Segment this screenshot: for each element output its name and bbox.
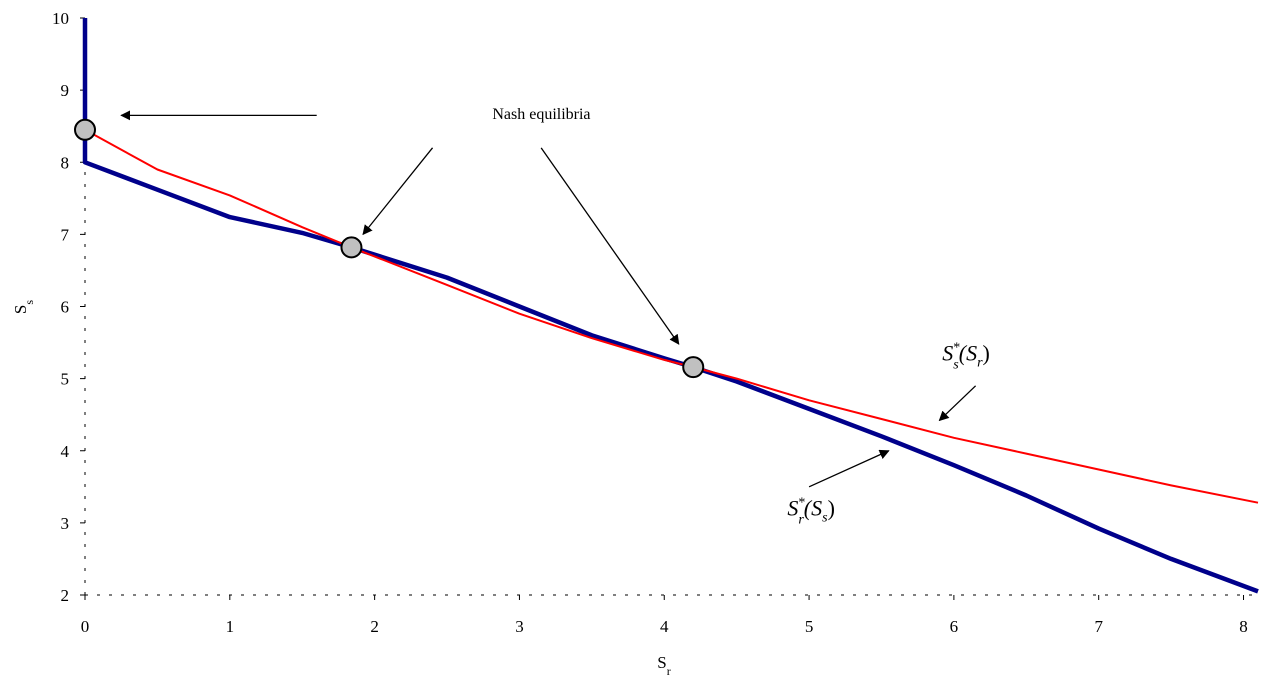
y-axis-label: Ss — [11, 300, 36, 314]
curve-label-ss-arrow — [938, 385, 977, 422]
x-tick-label: 0 — [81, 617, 90, 636]
x-axis-label-sub: r — [667, 664, 671, 678]
x-tick-label: 6 — [950, 617, 959, 636]
nash-arrow — [362, 147, 434, 236]
y-tick-label: 6 — [61, 298, 70, 317]
y-tick-label: 10 — [52, 9, 69, 28]
y-tick-label: 4 — [61, 442, 70, 461]
equilibrium-points — [74, 118, 705, 379]
x-tick-group: 0 1 2 3 4 5 6 7 8 — [81, 595, 1248, 636]
series-group — [82, 18, 1259, 594]
curve-label-sr-arrow — [808, 449, 890, 488]
series-line-blue — [82, 18, 1259, 594]
x-tick-label: 1 — [226, 617, 235, 636]
x-axis-label: Sr — [657, 653, 670, 678]
equilibrium-point — [682, 356, 705, 379]
x-tick-label: 7 — [1094, 617, 1103, 636]
y-tick-label: 7 — [61, 225, 70, 244]
y-axis-label-main: S — [11, 305, 30, 314]
nash-arrow — [540, 147, 680, 345]
y-axis-label-sub: s — [22, 300, 36, 305]
series-line-red — [84, 128, 1259, 504]
equilibrium-point — [74, 118, 96, 141]
x-axis-label-main: S — [657, 653, 666, 672]
curve-label-ss: S* s(Sr) — [942, 341, 990, 373]
x-tick-label: 5 — [805, 617, 814, 636]
y-tick-group: 2 3 4 5 6 7 8 9 10 — [52, 9, 85, 605]
x-tick-label: 3 — [515, 617, 524, 636]
y-tick-label: 9 — [61, 81, 70, 100]
equilibrium-point — [340, 236, 363, 259]
x-tick-label: 8 — [1239, 617, 1248, 636]
x-tick-label: 2 — [370, 617, 379, 636]
annotations: Nash equilibria S* s(Sr) S* r(Ss) — [120, 106, 990, 528]
y-tick-label: 3 — [61, 514, 70, 533]
x-tick-label: 4 — [660, 617, 669, 636]
nash-equilibria-label: Nash equilibria — [492, 106, 590, 123]
y-tick-label: 8 — [61, 153, 70, 172]
y-tick-label: 5 — [61, 370, 70, 389]
y-tick-label: 2 — [61, 586, 70, 605]
plot-area: 0 1 2 3 4 5 6 7 8 2 3 4 5 6 7 8 9 10 Nash equilibria S* s(… — [52, 9, 1259, 636]
curve-label-sr: S* r(Ss) — [787, 496, 835, 528]
